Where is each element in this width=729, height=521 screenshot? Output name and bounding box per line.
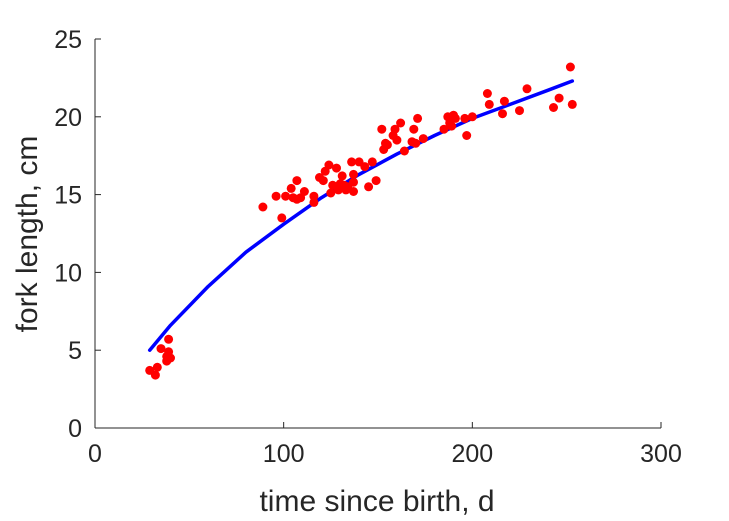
data-point <box>152 362 162 372</box>
y-tick-label: 20 <box>54 104 82 132</box>
data-point <box>349 187 358 196</box>
data-point <box>390 124 400 134</box>
data-point <box>364 182 374 192</box>
data-point <box>367 157 377 167</box>
data-point <box>462 131 472 140</box>
data-point <box>418 134 428 144</box>
data-point <box>309 197 319 207</box>
data-point <box>460 113 470 123</box>
y-tick-label: 0 <box>68 415 82 443</box>
y-tick-label: 15 <box>54 182 82 210</box>
data-point <box>332 163 341 173</box>
data-point <box>499 96 509 106</box>
fit-curve <box>147 79 575 352</box>
data-point <box>299 187 309 196</box>
data-point <box>309 191 319 201</box>
data-point <box>347 157 357 167</box>
data-point <box>482 89 492 98</box>
data-point <box>392 135 402 145</box>
data-point <box>271 191 281 201</box>
data-point <box>360 162 370 172</box>
data-point <box>166 353 175 363</box>
y-tick-label: 10 <box>54 259 82 287</box>
data-point <box>554 93 564 103</box>
x-tick-label: 300 <box>640 440 682 468</box>
data-point <box>399 146 409 156</box>
data-point <box>396 118 406 128</box>
data-point <box>498 109 507 119</box>
data-point <box>450 113 460 123</box>
data-point <box>156 344 166 354</box>
axes <box>94 38 662 429</box>
data-point <box>549 103 558 112</box>
tick-labels: 0 100 200 300 0 5 10 15 20 25 <box>54 26 682 468</box>
data-point <box>318 176 328 186</box>
data-point <box>337 171 347 181</box>
y-axis-label: fork length, cm <box>11 136 44 333</box>
data-point <box>413 113 423 123</box>
x-axis-label: time since birth, d <box>259 485 494 518</box>
data-point <box>439 124 449 134</box>
data-point <box>522 84 532 94</box>
data-point <box>150 370 160 380</box>
data-point <box>377 124 387 134</box>
data-point <box>258 202 268 212</box>
data-point <box>277 213 287 223</box>
fit-curve-group <box>147 79 575 352</box>
y-tick-label: 5 <box>68 337 82 365</box>
data-point <box>324 160 334 170</box>
data-point <box>349 177 358 187</box>
data-point <box>515 106 524 116</box>
data-points <box>145 62 577 380</box>
data-point <box>467 112 477 122</box>
data-point <box>164 334 174 344</box>
data-point <box>409 124 419 134</box>
data-point <box>349 169 358 179</box>
data-point <box>286 183 296 193</box>
x-tick-label: 0 <box>88 440 102 468</box>
data-point <box>411 138 421 148</box>
y-tick-label: 25 <box>54 26 82 54</box>
data-point <box>371 176 381 186</box>
data-point <box>567 99 577 109</box>
data-point <box>382 140 392 150</box>
data-point <box>484 99 494 109</box>
data-point <box>281 191 291 201</box>
x-tick-label: 100 <box>263 440 305 468</box>
data-point <box>326 188 336 198</box>
data-point <box>447 121 457 131</box>
x-tick-label: 200 <box>451 440 493 468</box>
data-point <box>292 176 302 186</box>
data-point <box>565 62 575 72</box>
